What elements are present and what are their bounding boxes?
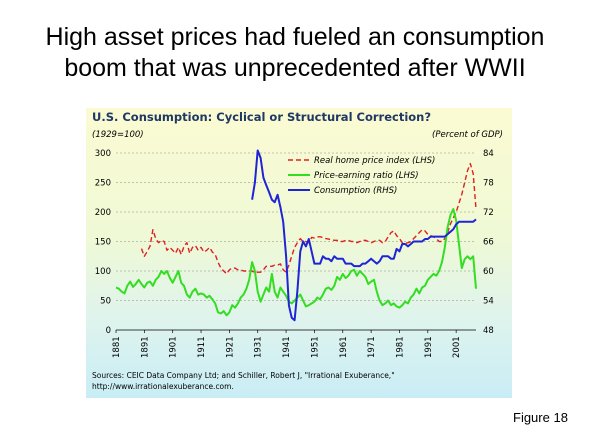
chart-panel: U.S. Consumption: Cyclical or Structural… xyxy=(86,108,512,398)
grid-lines xyxy=(116,152,476,301)
y-right-tick-label: 60 xyxy=(483,267,494,277)
y-left-tick-label: 100 xyxy=(95,267,111,277)
x-tick-label: 1901 xyxy=(169,336,179,358)
chart-title: U.S. Consumption: Cyclical or Structural… xyxy=(92,110,431,124)
slide-title: High asset prices had fueled an consumpt… xyxy=(0,22,590,84)
figure-label: Figure 18 xyxy=(513,410,568,425)
y-left-tick-label: 300 xyxy=(95,149,111,159)
y-right-tick-label: 78 xyxy=(483,179,494,189)
y-left-tick-label: 200 xyxy=(95,208,111,218)
slide-title-line-1: High asset prices had fueled an consumpt… xyxy=(45,23,545,51)
y-left-tick-label: 0 xyxy=(106,326,111,336)
series-line-1 xyxy=(140,162,477,275)
x-tick-label: 1941 xyxy=(282,336,292,358)
slide-title-line-2: boom that was unprecedented after WWII xyxy=(64,54,526,82)
y-right-tick-label: 54 xyxy=(483,297,494,307)
x-tick-label: 2001 xyxy=(452,336,462,358)
right-axis-unit: (Percent of GDP) xyxy=(432,130,503,140)
x-tick-label: 1891 xyxy=(140,336,150,358)
x-tick-label: 1881 xyxy=(112,336,122,358)
x-tick-label: 1981 xyxy=(395,336,405,358)
y-right-tick-label: 84 xyxy=(483,149,494,159)
series-line-3 xyxy=(251,149,477,322)
x-tick-label: 1911 xyxy=(197,336,207,358)
legend-label-2: Price-earning ratio (LHS) xyxy=(314,171,419,181)
legend-label-1: Real home price index (LHS) xyxy=(314,156,435,166)
left-axis-unit: (1929=100) xyxy=(92,130,144,140)
chart: U.S. Consumption: Cyclical or Structural… xyxy=(92,110,503,391)
x-tick-label: 1971 xyxy=(367,336,377,358)
y-right-tick-label: 66 xyxy=(483,238,494,248)
y-right-tick-label: 72 xyxy=(483,208,494,218)
legend: Real home price index (LHS) Price-earning… xyxy=(288,156,435,196)
y-left-tick-label: 50 xyxy=(100,297,111,307)
source-line-1: Sources: CEIC Data Company Ltd; and Schi… xyxy=(92,371,395,380)
y-right-tick-label: 48 xyxy=(483,326,494,336)
y-left-tick-label: 150 xyxy=(95,238,111,248)
x-tick-label: 1961 xyxy=(339,336,349,358)
series-lines xyxy=(115,149,477,322)
x-tick-label: 1951 xyxy=(310,336,320,358)
x-tick-label: 1931 xyxy=(254,336,264,358)
y-left-tick-label: 250 xyxy=(95,179,111,189)
axes: 0 50 100 150 200 250 300 48 54 60 66 72 78 84 1881 1891… xyxy=(95,149,494,358)
source-line-2: http://www.irrationalexuberance.com. xyxy=(92,382,234,391)
x-tick-label: 1921 xyxy=(225,336,235,358)
legend-label-3: Consumption (RHS) xyxy=(314,186,397,196)
x-tick-label: 1991 xyxy=(424,336,434,358)
